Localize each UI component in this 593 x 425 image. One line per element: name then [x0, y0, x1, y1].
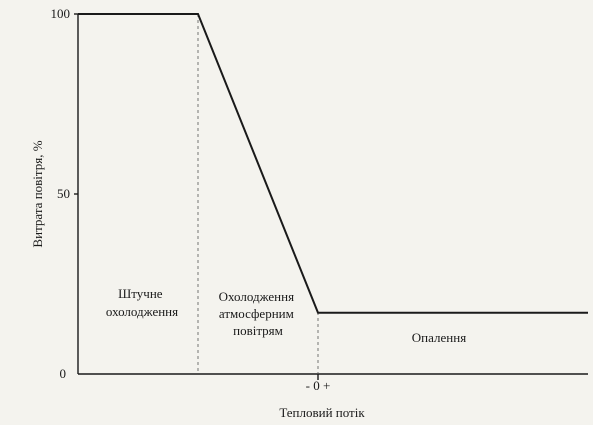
region-label-artificial-cooling: Штучне охолодження [106, 286, 178, 319]
x-axis-title: Тепловий потік [279, 405, 365, 420]
region-label-heating: Опалення [412, 330, 466, 345]
y-axis-title: Витрата повітря, % [30, 140, 45, 247]
y-tick-label-50: 50 [57, 186, 70, 201]
x-tick-label-zero: - 0 + [306, 378, 331, 393]
airflow-line [78, 13, 588, 314]
region-label-free-cooling: Охолодження атмосферним повітрям [219, 289, 298, 338]
y-tick-label-100: 100 [51, 6, 71, 21]
y-tick-label-0: 0 [60, 366, 67, 381]
